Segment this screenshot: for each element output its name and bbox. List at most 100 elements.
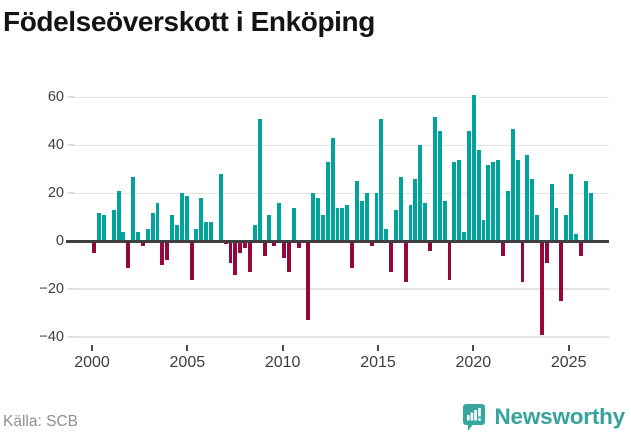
bar-negative — [350, 241, 355, 268]
bar-positive — [535, 214, 539, 242]
bar-positive — [574, 234, 578, 242]
bar-positive — [150, 212, 155, 242]
source-label: Källa: SCB — [3, 413, 78, 430]
bar-positive — [97, 212, 102, 242]
bar-positive — [374, 193, 379, 242]
bar-positive — [345, 205, 350, 242]
bar-positive — [462, 231, 466, 242]
bar-negative — [243, 241, 248, 249]
bar-positive — [257, 119, 262, 242]
bar-negative — [165, 241, 170, 261]
bar-negative — [140, 241, 145, 247]
newsworthy-badge-icon — [463, 403, 486, 431]
bar-positive — [121, 231, 126, 242]
bar-positive — [549, 183, 554, 242]
bar-positive — [413, 178, 418, 242]
bar-positive — [379, 119, 384, 242]
y-tick-mark-zero — [66, 240, 75, 243]
bar-positive — [277, 202, 282, 242]
x-axis-tick-label: 2000 — [74, 354, 110, 371]
bar-positive — [491, 162, 496, 242]
bar-positive — [145, 229, 150, 242]
chart-title: Födelseöverskott i Enköping — [3, 6, 375, 37]
y-tick-mark — [68, 288, 75, 291]
bar-positive — [267, 214, 272, 242]
y-axis-tick-label: 0 — [55, 233, 64, 250]
bar-positive — [525, 155, 530, 242]
y-tick-mark — [68, 192, 75, 195]
bar-negative — [520, 241, 525, 283]
bar-negative — [403, 241, 408, 283]
brand-logo[interactable]: Newsworthy — [462, 399, 625, 435]
gridline — [69, 96, 609, 99]
bar-positive — [398, 176, 403, 242]
bar-positive — [335, 207, 340, 242]
bar-negative — [539, 241, 544, 335]
bar-positive — [569, 174, 574, 242]
bar-negative — [501, 241, 505, 256]
bar-positive — [194, 229, 199, 242]
bar-positive — [316, 198, 321, 242]
zero-axis-line — [69, 240, 609, 243]
bar-positive — [423, 202, 428, 242]
y-axis-tick-label: 60 — [47, 89, 64, 106]
bar-positive — [179, 193, 184, 242]
bar-positive — [452, 162, 457, 242]
bar-negative — [92, 241, 97, 254]
brand-name: Newsworthy — [494, 404, 625, 429]
bar-positive — [437, 131, 442, 242]
bar-positive — [442, 200, 447, 242]
gridline — [69, 192, 609, 195]
bar-positive — [116, 190, 121, 242]
bar-positive — [364, 193, 369, 242]
x-tick-mark — [281, 345, 284, 351]
bar-positive — [471, 95, 476, 242]
bar-positive — [505, 190, 510, 242]
bar-positive — [252, 224, 257, 242]
bar-positive — [418, 145, 423, 242]
bar-positive — [554, 207, 559, 242]
bar-positive — [136, 231, 140, 242]
y-tick-mark — [68, 144, 75, 147]
x-axis-tick-label: 2005 — [169, 354, 206, 371]
bar-positive — [155, 202, 160, 242]
x-axis-tick-label: 2015 — [360, 354, 396, 371]
y-axis-tick-label: 40 — [47, 137, 64, 154]
bar-negative — [447, 241, 452, 280]
bar-positive — [199, 198, 204, 242]
bar-negative — [262, 241, 267, 256]
x-tick-mark — [186, 345, 189, 351]
bar-positive — [588, 193, 593, 242]
bar-negative — [559, 241, 564, 302]
x-tick-mark — [567, 345, 570, 351]
bar-negative — [228, 241, 233, 263]
bar-positive — [340, 207, 345, 242]
bar-positive — [486, 164, 491, 242]
bar-positive — [184, 195, 189, 242]
bar-positive — [496, 159, 501, 242]
bar-positive — [131, 176, 136, 242]
y-axis-tick-label: 20 — [47, 185, 64, 202]
bar-negative — [428, 241, 432, 251]
bar-positive — [209, 222, 213, 242]
gridline — [69, 144, 609, 147]
bar-positive — [325, 162, 330, 242]
bar-positive — [530, 178, 535, 242]
bar-negative — [233, 241, 238, 275]
bar-positive — [175, 224, 179, 242]
bar-positive — [457, 159, 462, 242]
bar-positive — [321, 214, 325, 242]
bar-positive — [291, 207, 296, 242]
bar-positive — [102, 214, 106, 242]
bar-negative — [126, 241, 131, 268]
x-axis-tick-label: 2020 — [455, 354, 492, 371]
y-axis-tick-label: −20 — [39, 281, 64, 298]
x-tick-mark — [377, 345, 379, 351]
bar-positive — [481, 219, 486, 242]
gridline — [69, 288, 609, 290]
bar-negative — [296, 241, 301, 249]
bar-negative — [286, 241, 291, 273]
bar-negative — [544, 241, 549, 263]
